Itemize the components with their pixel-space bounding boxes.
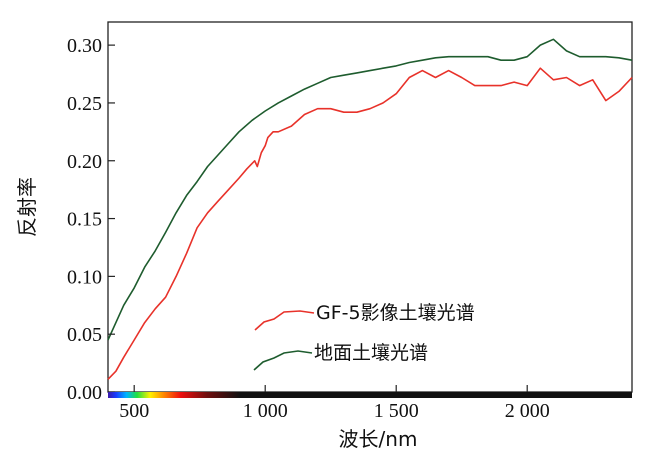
legend-label-ground: 地面土壤光谱 xyxy=(314,342,428,364)
legend-swatch-ground xyxy=(253,350,313,371)
y-tick-label-1: 0.05 xyxy=(67,324,102,346)
spectrum-bar-visible xyxy=(108,392,240,398)
y-tick-label-2: 0.10 xyxy=(67,266,102,288)
legend: GF-5影像土壤光谱 地面土壤光谱 xyxy=(253,302,475,371)
spectrum-bar-infrared xyxy=(240,392,632,398)
x-tick-label-2: 1 500 xyxy=(374,400,419,422)
series-line-0 xyxy=(107,67,633,380)
legend-swatch-gf5 xyxy=(254,310,315,331)
y-tick-label-6: 0.30 xyxy=(67,35,102,57)
y-tick-label-0: 0.00 xyxy=(67,382,102,404)
series-line-1 xyxy=(107,38,633,341)
y-ticks: 0.00 0.05 0.10 0.15 0.20 0.25 0.30 xyxy=(67,35,115,404)
legend-label-gf5: GF-5影像土壤光谱 xyxy=(316,302,475,324)
plot-frame xyxy=(107,21,633,393)
x-tick-label-0: 500 xyxy=(119,400,149,422)
x-axis-title: 波长/nm xyxy=(339,427,418,451)
x-ticks: 500 1 000 1 500 2 000 xyxy=(119,385,550,422)
y-tick-label-3: 0.15 xyxy=(67,209,102,231)
x-tick-label-3: 2 000 xyxy=(505,400,550,422)
y-axis-title: 反射率 xyxy=(15,177,39,237)
x-tick-label-1: 1 000 xyxy=(243,400,288,422)
y-tick-label-4: 0.20 xyxy=(67,151,102,173)
series-layer xyxy=(107,38,633,380)
y-tick-label-5: 0.25 xyxy=(67,93,102,115)
